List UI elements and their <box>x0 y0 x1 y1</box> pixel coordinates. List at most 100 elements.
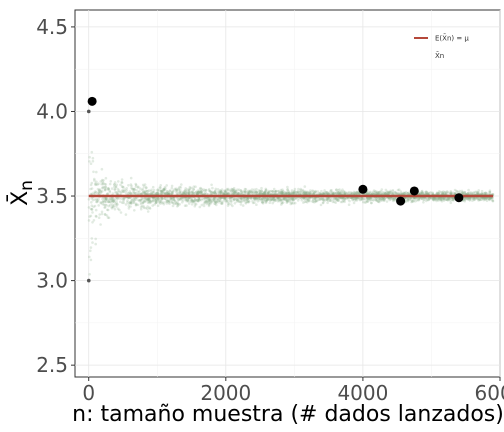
cloud-point <box>287 196 291 200</box>
cloud-point <box>272 198 275 201</box>
cloud-point <box>451 198 455 202</box>
cloud-point <box>116 197 120 200</box>
cloud-point <box>129 196 133 200</box>
cloud-point <box>343 197 347 201</box>
cloud-point <box>383 191 387 194</box>
cloud-point <box>226 191 229 195</box>
cloud-point <box>95 198 98 201</box>
cloud-point <box>334 197 338 201</box>
cloud-point <box>326 198 329 201</box>
cloud-point <box>221 202 224 205</box>
cloud-point <box>322 191 326 194</box>
cloud-point <box>314 200 317 203</box>
cloud-point <box>280 192 284 196</box>
cloud-point <box>235 198 238 201</box>
cloud-point <box>271 192 275 196</box>
cloud-point <box>223 189 226 193</box>
cloud-point <box>234 196 237 200</box>
cloud-point <box>383 192 387 195</box>
cloud-point <box>111 205 115 208</box>
cloud-point <box>302 196 306 200</box>
cloud-point <box>129 202 132 205</box>
cloud-point <box>353 191 357 195</box>
cloud-point <box>355 197 358 200</box>
cloud-point <box>372 192 376 196</box>
cloud-point <box>464 192 468 196</box>
cloud-point <box>419 197 423 201</box>
cloud-point <box>91 241 94 244</box>
cloud-point <box>386 196 390 200</box>
cloud-point <box>326 197 330 201</box>
cloud-point <box>383 197 387 201</box>
cloud-point <box>467 188 470 192</box>
cloud-point <box>191 191 195 194</box>
cloud-point <box>276 199 280 203</box>
cloud-point <box>449 201 453 205</box>
cloud-point <box>258 189 262 193</box>
cloud-point <box>147 200 151 203</box>
cloud-point <box>100 167 104 171</box>
cloud-point <box>382 192 386 195</box>
cloud-point <box>150 188 153 192</box>
cloud-point <box>215 198 219 202</box>
cloud-point <box>143 197 147 201</box>
cloud-point <box>313 197 317 200</box>
cloud-point <box>305 191 309 195</box>
cloud-point <box>446 199 450 202</box>
cloud-point <box>230 197 234 200</box>
cloud-point <box>209 202 212 205</box>
cloud-point <box>450 192 453 196</box>
cloud-point <box>151 199 155 202</box>
cloud-point <box>132 191 135 195</box>
cloud-point <box>100 182 103 186</box>
cloud-point <box>293 201 297 205</box>
cloud-point <box>270 192 273 196</box>
cloud-point <box>424 197 428 200</box>
cloud-point <box>369 196 373 200</box>
cloud-point <box>99 191 103 194</box>
cloud-point <box>190 198 193 202</box>
cloud-point <box>280 191 283 194</box>
cloud-point <box>161 190 165 194</box>
cloud-point <box>278 199 282 203</box>
cloud-point <box>113 185 116 189</box>
cloud-point <box>421 192 424 196</box>
cloud-point <box>339 200 343 204</box>
cloud-point <box>94 191 98 194</box>
cloud-point <box>250 190 253 194</box>
cloud-point <box>444 192 448 195</box>
cloud-point <box>115 205 118 208</box>
cloud-point <box>267 192 270 196</box>
cloud-point <box>399 191 403 195</box>
cloud-point <box>196 189 200 192</box>
cloud-point <box>146 197 150 200</box>
cloud-point <box>246 190 250 193</box>
cloud-point <box>252 191 255 194</box>
cloud-point <box>307 192 311 196</box>
cloud-point <box>419 191 423 195</box>
cloud-point <box>130 199 134 202</box>
cloud-point <box>424 196 428 200</box>
cloud-point <box>303 191 306 195</box>
cloud-point <box>488 189 492 192</box>
cloud-point <box>412 200 415 203</box>
cloud-point <box>434 197 438 200</box>
cloud-point <box>94 183 98 186</box>
cloud-point <box>204 199 208 203</box>
cloud-point <box>139 198 142 202</box>
cloud-point <box>313 197 317 200</box>
cloud-point <box>266 191 270 195</box>
cloud-point <box>144 197 148 200</box>
cloud-point <box>366 192 369 196</box>
cloud-point <box>127 192 130 195</box>
cloud-point <box>445 198 448 201</box>
legend: E(X̄n) = μ X̄n <box>414 33 469 60</box>
cloud-point <box>239 197 243 201</box>
cloud-point <box>212 198 216 201</box>
cloud-point <box>369 198 373 201</box>
cloud-point <box>159 199 162 203</box>
cloud-point <box>160 189 164 193</box>
cloud-point <box>450 192 453 195</box>
cloud-point <box>468 191 472 195</box>
cloud-point <box>132 189 135 193</box>
